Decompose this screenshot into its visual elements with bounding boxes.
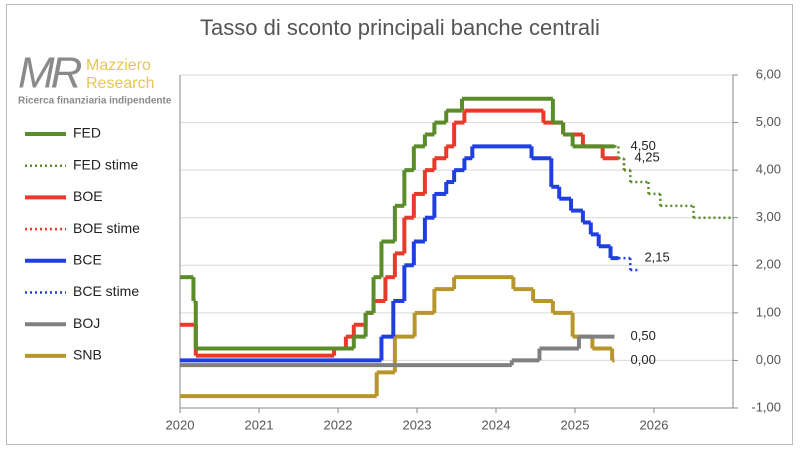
x-tick-label: 2024: [482, 417, 511, 432]
y-tick-label: 6,00: [756, 66, 781, 81]
x-tick-label: 2026: [640, 417, 669, 432]
y-tick-label: 0,00: [756, 352, 781, 367]
value-label: 0,00: [631, 352, 656, 367]
x-tick-label: 2020: [166, 417, 195, 432]
x-tick-label: 2025: [561, 417, 590, 432]
legend-label: FED: [73, 125, 101, 141]
x-tick-label: 2023: [403, 417, 432, 432]
y-tick-label: 4,00: [756, 162, 781, 177]
value-label: 4,50: [631, 138, 656, 153]
x-tick-label: 2021: [245, 417, 274, 432]
logo-name: Research: [86, 75, 154, 92]
logo-mark: MR: [18, 49, 82, 98]
y-tick-label: 1,00: [756, 304, 781, 319]
x-tick-label: 2022: [324, 417, 353, 432]
legend-label: BOE stime: [73, 220, 140, 236]
y-tick-label: 2,00: [756, 257, 781, 272]
logo-name: Mazziero: [86, 57, 151, 74]
legend-label: BCE stime: [73, 283, 139, 299]
chart-title: Tasso di sconto principali banche centra…: [200, 15, 600, 40]
chart-border: [6, 4, 793, 445]
value-label: 2,15: [644, 250, 669, 265]
value-label: 4,25: [634, 150, 659, 165]
legend-label: BOJ: [73, 315, 100, 331]
legend-label: FED stime: [73, 156, 139, 172]
legend-label: BCE: [73, 252, 102, 268]
logo: MR Mazziero Research Ricerca finanziaria…: [18, 49, 172, 107]
legend-label: SNB: [73, 347, 102, 363]
y-tick-label: -1,00: [751, 399, 781, 414]
logo-tagline: Ricerca finanziaria indipendente: [18, 96, 172, 107]
legend-label: BOE: [73, 188, 103, 204]
y-tick-label: 5,00: [756, 114, 781, 129]
value-label: 0,50: [631, 328, 656, 343]
y-tick-label: 3,00: [756, 209, 781, 224]
